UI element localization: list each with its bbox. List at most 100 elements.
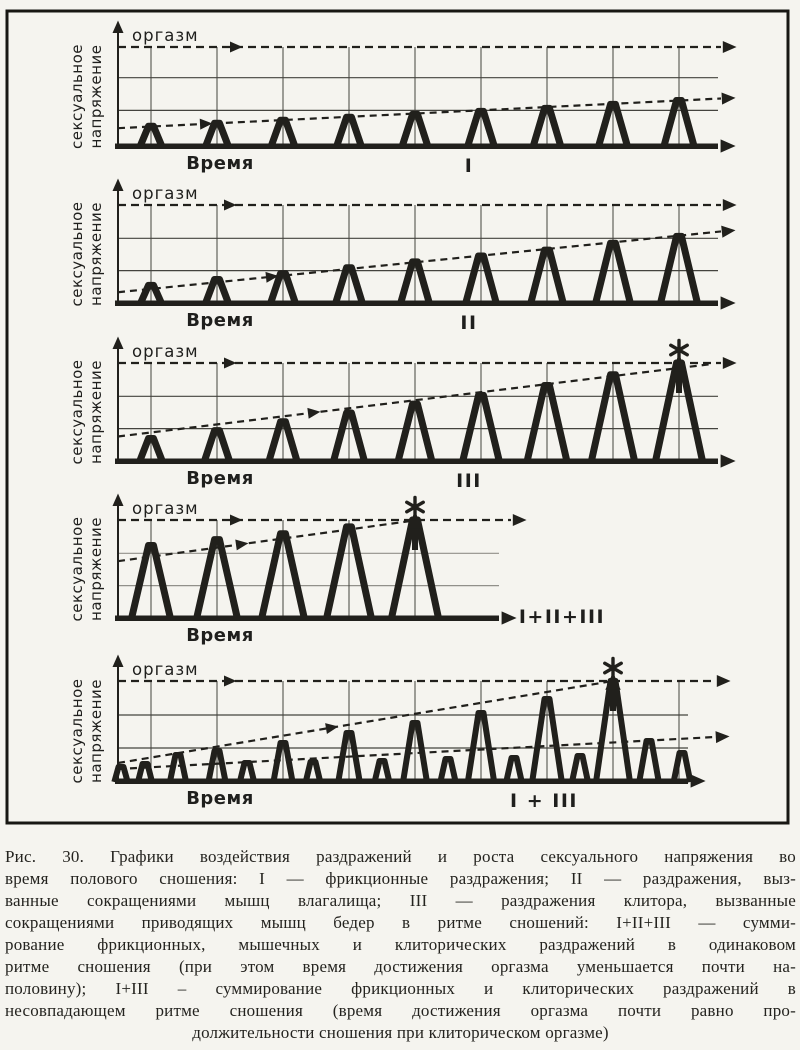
orgasm-line-arrow-icon — [722, 40, 737, 54]
y-axis-label-line1: сексуальное — [68, 202, 86, 307]
orgasm-line-mid-arrow-icon — [224, 357, 237, 369]
caption-line-9: должительности сношения при клиторическо… — [192, 1023, 609, 1042]
caption-line-6: ритме сношения (при этом время достижени… — [5, 957, 796, 976]
y-axis-label-line1: сексуальное — [68, 360, 86, 465]
tension-spike — [166, 752, 190, 783]
tension-spike — [322, 523, 376, 620]
tension-spike — [266, 270, 300, 306]
time-axis-arrow-icon — [501, 611, 517, 625]
tension-spike — [258, 530, 308, 620]
tension-spike — [127, 541, 175, 620]
caption-line-1: Рис. 30. Графики воздействия раздражений… — [5, 847, 796, 866]
tension-spike — [400, 720, 430, 783]
tension-spike — [660, 96, 698, 148]
orgasm-line-arrow-icon — [722, 356, 737, 370]
tension-spike — [201, 275, 233, 306]
time-axis — [115, 143, 718, 149]
caption-line-5: рование фрикционных, мышечных и клиторич… — [5, 935, 796, 954]
trend-mid-arrow-icon — [307, 407, 321, 419]
tension-spike — [569, 753, 591, 783]
time-label: Время — [186, 310, 254, 331]
orgasm-star — [603, 656, 623, 680]
panel-I+III: оргазм Время сексуальное напряжение I + III — [68, 654, 731, 812]
tension-spike — [267, 116, 299, 149]
y-axis-label-line2: напряжение — [87, 45, 105, 149]
time-axis-arrow-icon — [690, 774, 706, 788]
panel-label: I + III — [510, 790, 578, 812]
y-axis-label-line2: напряжение — [87, 202, 105, 306]
orgasm-label: оргазм — [132, 26, 199, 45]
y-axis-label-line1: сексуальное — [68, 44, 86, 149]
time-axis-arrow-icon — [720, 454, 736, 468]
tension-spike — [464, 107, 498, 149]
tension-spike — [333, 113, 365, 149]
tension-spike — [437, 756, 459, 783]
tension-spike — [135, 761, 155, 783]
time-axis — [115, 778, 688, 784]
orgasm-reach-arrow-icon — [407, 511, 423, 529]
tension-spike — [265, 418, 301, 463]
tension-axis-arrow-icon — [112, 178, 124, 191]
tension-axis-arrow-icon — [112, 20, 124, 33]
caption-line-2: время полового сношения: I — фрикционные… — [5, 869, 796, 888]
y-axis-label-line1: сексуальное — [68, 517, 86, 622]
time-axis-arrow-icon — [720, 139, 736, 153]
orgasm-line-arrow-icon — [716, 674, 731, 688]
orgasm-star — [669, 338, 689, 362]
tension-spike — [462, 252, 500, 305]
orgasm-reach-arrow-icon — [605, 672, 621, 690]
tension-spike — [335, 730, 363, 783]
orgasm-line-arrow-icon — [722, 198, 737, 212]
tension-axis-arrow-icon — [112, 654, 124, 667]
panel-label: I — [465, 155, 474, 177]
tension-spike — [202, 119, 232, 149]
orgasm-label: оргазм — [132, 184, 199, 203]
tension-spike — [594, 100, 632, 148]
orgasm-star — [405, 495, 425, 519]
trend-mid-arrow-icon — [325, 723, 339, 734]
tension-spike — [397, 258, 433, 305]
orgasm-label: оргазм — [132, 499, 199, 518]
tension-spike — [529, 696, 565, 783]
tension-spike — [236, 760, 258, 783]
orgasm-line-mid-arrow-icon — [230, 41, 243, 53]
y-axis-label-line2: напряжение — [87, 360, 105, 464]
tension-spike — [398, 110, 432, 149]
caption-line-3: ванные сокращениями мышц влагалища; III … — [5, 891, 796, 910]
tension-spike — [205, 748, 229, 783]
tension-spike — [193, 536, 241, 620]
orgasm-line-arrow-icon — [512, 513, 527, 527]
trend-arrow-icon — [715, 731, 730, 744]
tension-spike — [587, 371, 639, 463]
tension-spike — [394, 400, 436, 463]
orgasm-label: оргазм — [132, 660, 199, 679]
trend-arrow-icon — [721, 225, 736, 238]
orgasm-line-mid-arrow-icon — [224, 675, 237, 687]
time-axis — [115, 458, 718, 464]
trend-mid-arrow-icon — [265, 271, 279, 283]
time-axis — [115, 300, 718, 306]
figure-frame — [5, 9, 790, 825]
tension-axis-arrow-icon — [112, 336, 124, 349]
tension-spike — [656, 232, 702, 305]
tension-spike — [592, 239, 634, 305]
tension-spike — [136, 281, 166, 306]
caption-line-4: сокращениями приводящих мышц бедер в рит… — [5, 913, 796, 932]
tension-spike — [503, 755, 525, 783]
tension-spike — [464, 710, 498, 783]
figure-caption: Рис. 30. Графики воздействия раздражений… — [5, 846, 796, 1044]
orgasm-line-mid-arrow-icon — [224, 199, 237, 211]
tension-spike — [670, 750, 694, 783]
tension-spike — [270, 740, 296, 783]
tension-spike — [636, 738, 662, 783]
trend-arrow-icon — [721, 92, 736, 105]
orgasm-label: оргазм — [132, 342, 199, 361]
tension-spike — [332, 264, 366, 306]
panel-I+II+III: оргазм Время сексуальное напряжение I+II+III — [68, 493, 604, 646]
caption-line-7: половину); I+III – суммирование фрикцион… — [5, 979, 796, 998]
caption-line-8: несовпадающем ритме сношения (время дост… — [5, 1001, 796, 1020]
tension-axis-arrow-icon — [112, 493, 124, 506]
tension-spike — [136, 434, 166, 464]
